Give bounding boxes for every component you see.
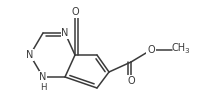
Text: N: N [39,72,47,82]
Text: 3: 3 [184,48,189,54]
Text: O: O [127,76,135,86]
Text: N: N [26,50,34,60]
Text: N: N [61,28,69,38]
Text: O: O [147,45,155,55]
Text: CH: CH [172,43,186,53]
Text: H: H [40,83,46,91]
Text: O: O [71,7,79,17]
